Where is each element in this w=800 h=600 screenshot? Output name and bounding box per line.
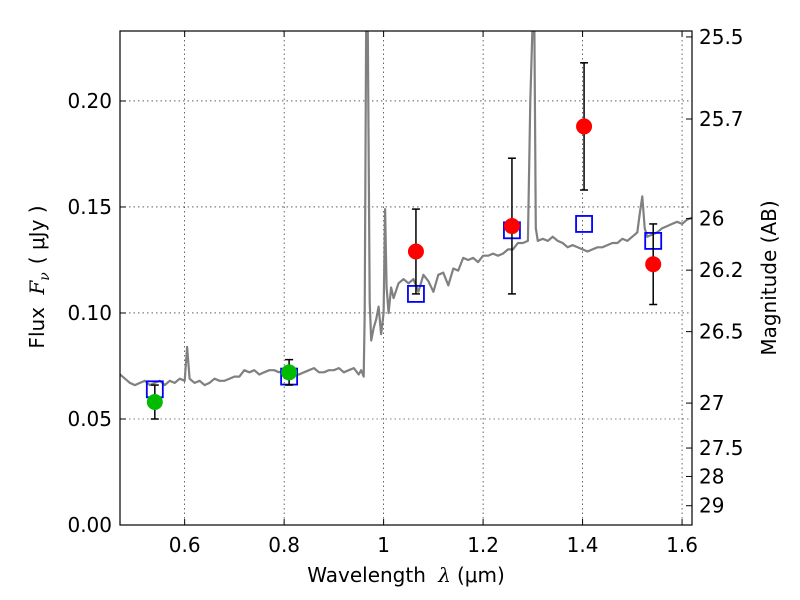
detection-point <box>576 118 593 135</box>
x-tick-label: 1.4 <box>567 533 599 557</box>
y2-tick-label: 26 <box>699 207 724 231</box>
x-tick-label: 0.6 <box>169 533 201 557</box>
y2-tick-label: 27.5 <box>699 436 744 460</box>
y-tick-label: 0.05 <box>67 407 112 431</box>
x-axis-label: Wavelength λ (μm) <box>307 563 505 587</box>
y2-tick-label: 25.5 <box>699 25 744 49</box>
detection-point <box>146 394 163 411</box>
y-tick-label: 0.00 <box>67 513 112 537</box>
axis-ticks: 0.6 0.8 1 1.2 1.4 1.6 0.00 0.05 0.10 0.15 0.20 25.5… <box>67 25 743 557</box>
y2-tick-label: 26.5 <box>699 320 744 344</box>
plot-frame <box>119 30 693 526</box>
y2-tick-label: 26.2 <box>699 258 744 282</box>
detection-point <box>281 364 298 381</box>
y-tick-label: 0.20 <box>67 89 112 113</box>
model-photometry-square <box>575 215 593 233</box>
x-tick-label: 1 <box>377 533 390 557</box>
y2-tick-label: 27 <box>699 391 724 415</box>
x-tick-label: 0.8 <box>268 533 300 557</box>
detection-point <box>407 243 424 260</box>
y-tick-label: 0.10 <box>67 301 112 325</box>
x-tick-label: 1.2 <box>467 533 499 557</box>
y2-axis-label: Magnitude (AB) <box>757 200 781 355</box>
y2-tick-label: 29 <box>699 494 724 518</box>
y-tick-label: 0.15 <box>67 195 112 219</box>
y2-tick-label: 28 <box>699 464 724 488</box>
plot-content <box>120 31 692 420</box>
spectrum-line <box>120 31 692 387</box>
detection-point <box>503 218 520 235</box>
y-axis-label: Flux Fν( μJy ) <box>25 205 53 348</box>
detection-point <box>645 256 662 273</box>
x-tick-label: 1.6 <box>666 533 698 557</box>
y2-tick-label: 25.7 <box>699 107 744 131</box>
grid-lines <box>120 31 692 526</box>
